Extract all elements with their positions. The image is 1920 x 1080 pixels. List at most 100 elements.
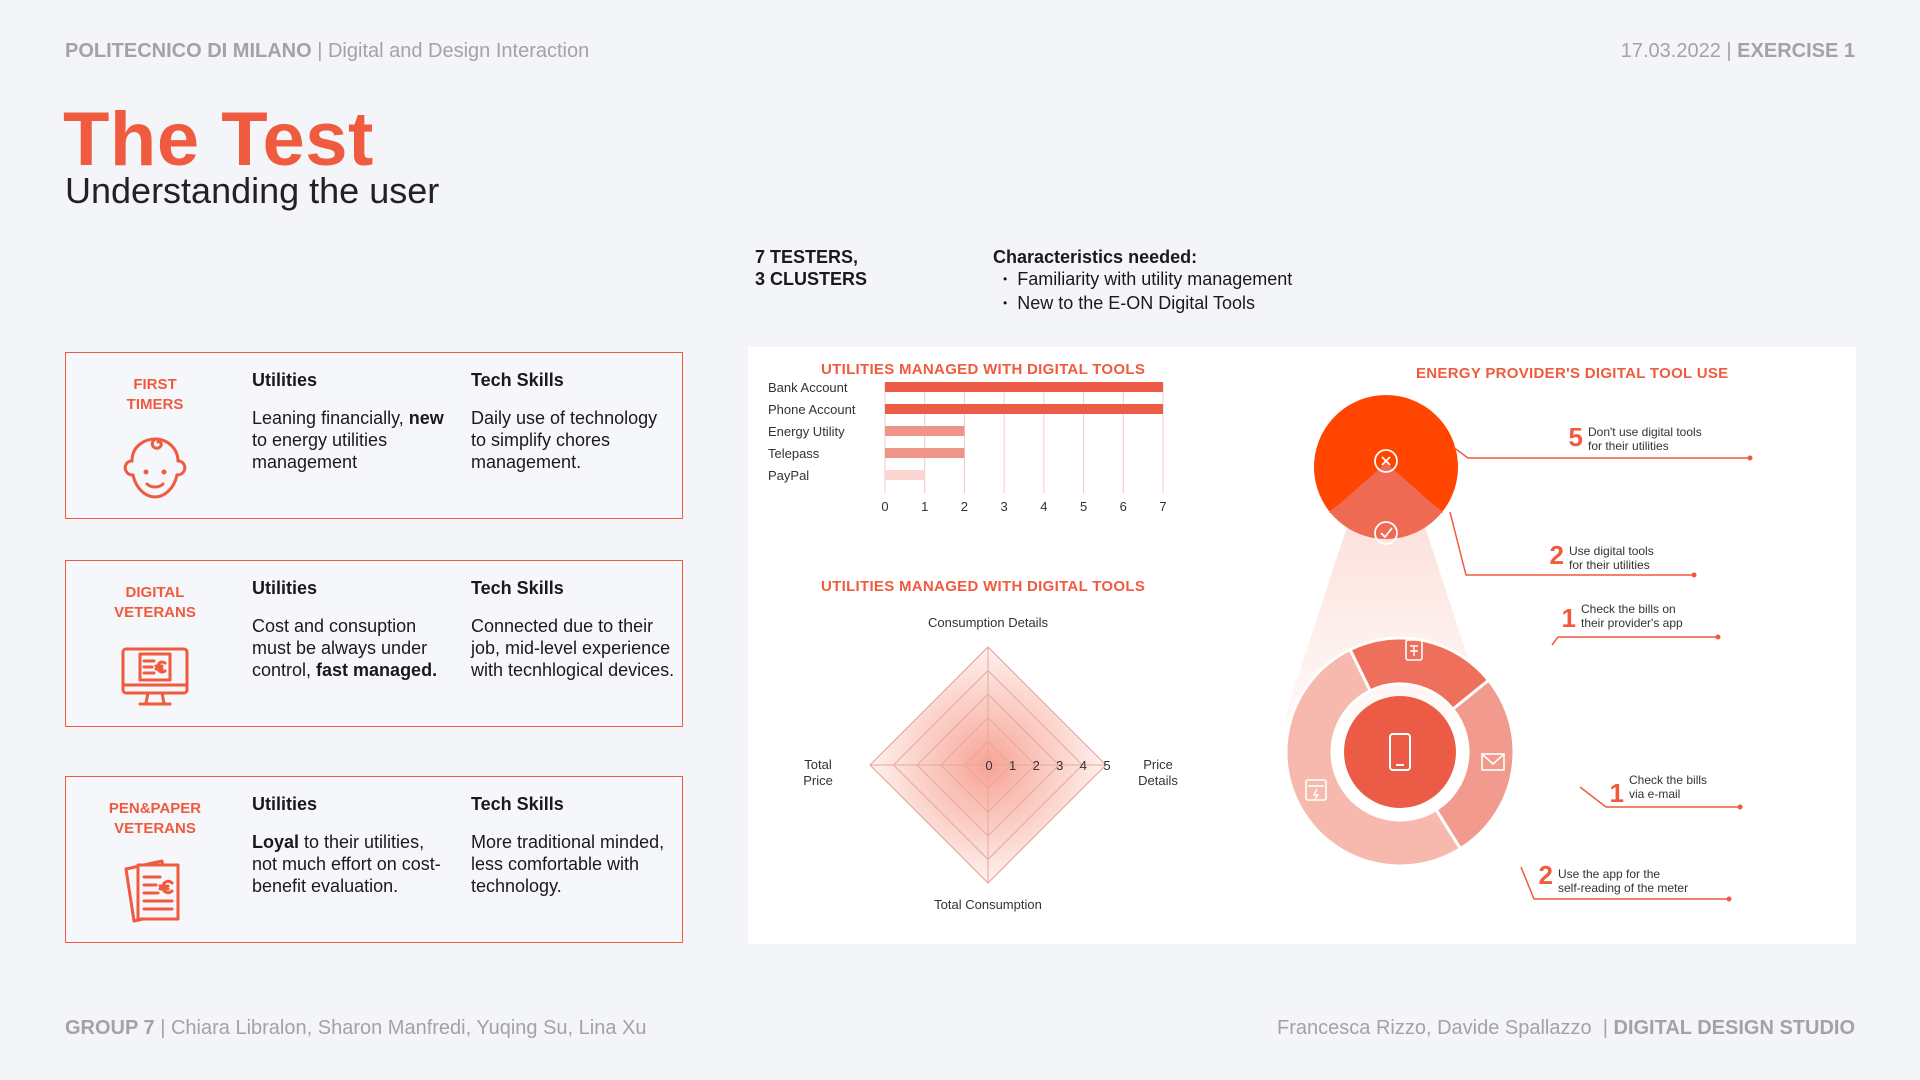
donut-center bbox=[1344, 696, 1456, 808]
cluster-card-pen-paper-veterans: PEN&PAPER VETERANS Utilities Loyal to th… bbox=[65, 776, 683, 943]
bar-xtick-label: 3 bbox=[1001, 499, 1008, 514]
paper-bills-icon bbox=[124, 859, 180, 923]
annotation-leader-line bbox=[1449, 511, 1694, 576]
radar-axis-label: Details bbox=[1138, 773, 1178, 788]
testers-summary: 7 TESTERS, 3 CLUSTERS bbox=[755, 246, 867, 290]
x-circle-icon-ring bbox=[1374, 449, 1398, 473]
characteristic-item: New to the E-ON Digital Tools bbox=[1003, 292, 1292, 316]
utilities-column: Utilities Loyal to their utilities, not … bbox=[252, 793, 452, 897]
cluster-name-line: PEN&PAPER bbox=[108, 800, 202, 817]
radar-axis-label: Price bbox=[1143, 757, 1173, 772]
bar-xtick-label: 4 bbox=[1040, 499, 1047, 514]
tech-skills-text: More traditional minded, less comfortabl… bbox=[471, 832, 665, 896]
meter-icon bbox=[1305, 779, 1327, 801]
meter-icon-body bbox=[1305, 779, 1327, 801]
annotation-dot bbox=[1747, 455, 1753, 461]
characteristic-item: Familiarity with utility management bbox=[1003, 268, 1292, 292]
radar-chart-title: UTILITIES MANAGED WITH DIGITAL TOOLS bbox=[821, 578, 1146, 595]
annotation-count: 5 bbox=[1569, 422, 1583, 452]
bar bbox=[885, 426, 965, 436]
tech-skills-column: Tech Skills More traditional minded, les… bbox=[471, 793, 676, 897]
annotation-count: 2 bbox=[1550, 540, 1564, 570]
computer-invoice-icon bbox=[121, 647, 189, 706]
annotation-count: 1 bbox=[1610, 778, 1624, 808]
bar-category-label: Energy Utility bbox=[768, 424, 845, 439]
header-left: POLITECNICO DI MILANO | Digital and Desi… bbox=[65, 40, 590, 62]
radar-tick-label: 3 bbox=[1056, 758, 1063, 773]
annotation-dot bbox=[1691, 572, 1697, 578]
cluster-name-line: VETERANS bbox=[114, 604, 196, 621]
header-right: 17.03.2022 | EXERCISE 1 bbox=[1620, 40, 1855, 62]
utilities-title: Utilities bbox=[252, 578, 318, 598]
bar-category-label: Bank Account bbox=[768, 380, 848, 395]
testers-count: 7 TESTERS, bbox=[755, 247, 859, 267]
pie-slice-digital-wedge bbox=[1329, 463, 1443, 513]
cluster-name: FIRST TIMERS bbox=[66, 375, 244, 415]
tech-skills-title: Tech Skills bbox=[471, 794, 564, 814]
institution-name: POLITECNICO DI MILANO bbox=[65, 40, 312, 62]
annotation-text: Check the bills on bbox=[1581, 602, 1676, 616]
envelope-icon-body bbox=[1481, 753, 1505, 771]
bar-chart-title: UTILITIES MANAGED WITH DIGITAL TOOLS bbox=[821, 361, 1146, 378]
smartphone-icon bbox=[1389, 733, 1411, 771]
annotation-leader-line bbox=[1520, 866, 1729, 900]
bar-xtick-label: 2 bbox=[961, 499, 968, 514]
characteristics-title: Characteristics needed: bbox=[993, 247, 1198, 267]
tech-skills-title: Tech Skills bbox=[471, 578, 564, 598]
donut-slice-self-reading bbox=[1284, 647, 1463, 868]
bar bbox=[885, 470, 925, 480]
radar-chart: 0 1 2 3 4 5 Consumption Details Total Consumpti… bbox=[803, 615, 1178, 912]
pie-chart-title: ENERGY PROVIDER'S DIGITAL TOOL USE bbox=[1416, 365, 1729, 382]
group-members: Chiara Libralon, Sharon Manfredi, Yuqing… bbox=[170, 1017, 647, 1039]
bar-xtick-label: 5 bbox=[1080, 499, 1087, 514]
bar-xtick-label: 7 bbox=[1159, 499, 1166, 514]
bar-category-label: PayPal bbox=[768, 468, 809, 483]
radar-tick-label: 1 bbox=[1009, 758, 1016, 773]
annotation-text: for their utilities bbox=[1569, 558, 1650, 572]
meter-icon-bolt bbox=[1308, 785, 1324, 800]
tech-skills-column: Tech Skills Connected due to their job, … bbox=[471, 577, 676, 681]
utilities-column: Utilities Leaning financially, new to en… bbox=[252, 369, 452, 473]
bar bbox=[885, 404, 1163, 414]
bar bbox=[885, 448, 965, 458]
annotation-text: self-reading of the meter bbox=[1558, 881, 1688, 895]
radar-tick-label: 4 bbox=[1080, 758, 1087, 773]
annotation-leader-line bbox=[1579, 786, 1740, 808]
annotation-dot bbox=[1737, 804, 1743, 810]
radar-axis-label: Total Consumption bbox=[934, 897, 1042, 912]
envelope-icon-flap bbox=[1481, 753, 1505, 766]
cluster-name: DIGITAL VETERANS bbox=[66, 583, 244, 623]
cluster-name-line: VETERANS bbox=[114, 820, 196, 837]
x-circle-icon-cross bbox=[1381, 456, 1391, 466]
annotation-text: Don't use digital tools bbox=[1588, 425, 1702, 439]
footer-right: Francesca Rizzo, Davide Spallazzo | DIGI… bbox=[1277, 1017, 1856, 1039]
group-label: GROUP 7 bbox=[65, 1017, 155, 1039]
characteristics-list: Familiarity with utility management New … bbox=[993, 268, 1292, 316]
check-circle-icon-mark bbox=[1380, 527, 1393, 539]
baby-face-icon bbox=[123, 437, 187, 499]
characteristics: Characteristics needed: Familiarity with… bbox=[993, 246, 1292, 316]
radar-axis-label: Total bbox=[804, 757, 832, 772]
cluster-name-line: TIMERS bbox=[126, 396, 184, 413]
bar bbox=[885, 382, 1163, 392]
utilities-title: Utilities bbox=[252, 370, 318, 390]
annotation-text: their provider's app bbox=[1581, 616, 1683, 630]
envelope-icon bbox=[1481, 753, 1505, 771]
page-title: The Test bbox=[63, 97, 374, 182]
studio-label: DIGITAL DESIGN STUDIO bbox=[1613, 1017, 1856, 1039]
utilities-title: Utilities bbox=[252, 794, 318, 814]
professors: Francesca Rizzo, Davide Spallazzo bbox=[1277, 1017, 1592, 1039]
radar-axis-label: Consumption Details bbox=[928, 615, 1048, 630]
radar-tick-label: 0 bbox=[985, 758, 992, 773]
footer-left: GROUP 7 | Chiara Libralon, Sharon Manfre… bbox=[65, 1017, 647, 1039]
pie-chart: 5 Don't use digital tools for their utilit… bbox=[1283, 395, 1753, 902]
utilities-text: Loyal to their utilities, not much effor… bbox=[252, 832, 441, 896]
donut-slice-email bbox=[1433, 678, 1516, 851]
radar-axis-label: Price bbox=[803, 773, 833, 788]
cluster-name-line: DIGITAL bbox=[125, 584, 185, 601]
annotation-text: Check the bills bbox=[1629, 773, 1707, 787]
radar-tick-label: 5 bbox=[1103, 758, 1110, 773]
tech-skills-column: Tech Skills Daily use of technology to s… bbox=[471, 369, 676, 473]
check-circle-icon-ring bbox=[1374, 521, 1398, 545]
date-label: 17.03.2022 bbox=[1620, 40, 1721, 62]
